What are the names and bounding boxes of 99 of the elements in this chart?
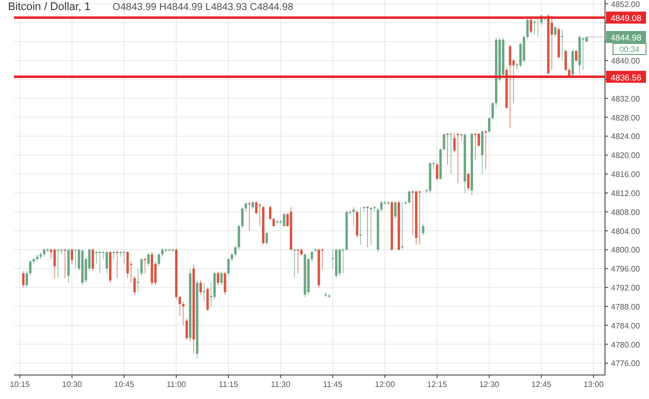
candlestick (384, 200, 386, 206)
y-tick-label: 4776.00 (611, 359, 640, 368)
y-tick-label: 4784.00 (611, 321, 640, 330)
candlestick (582, 36, 584, 70)
candlestick (199, 280, 202, 296)
x-tick-label: 12:00 (374, 380, 396, 389)
candlestick (387, 200, 390, 206)
chart-title: Bitcoin / Dollar, 1 (8, 1, 91, 13)
candlestick (474, 132, 477, 160)
y-tick-label: 4800.00 (611, 246, 640, 255)
candlestick (550, 15, 554, 70)
candlestick (571, 49, 574, 78)
candlestick (265, 231, 268, 246)
x-tick-label: 10:45 (114, 380, 135, 389)
candlestick (178, 295, 181, 316)
candlestick (92, 248, 94, 272)
candlestick (258, 202, 261, 226)
candlestick (484, 130, 487, 170)
candlestick (314, 248, 317, 252)
x-tick-label: 12:15 (427, 380, 448, 389)
annotation: O4843.99 H4844.99 L4843.93 C4844.98 (112, 2, 294, 13)
candlestick (338, 248, 341, 276)
candlestick (436, 162, 438, 180)
candlestick (248, 202, 251, 232)
candlestick (206, 287, 209, 312)
x-tick-label: 13:00 (584, 380, 604, 389)
candlestick (359, 206, 362, 246)
candlestick (116, 250, 118, 278)
x-tick-label: 12:45 (531, 380, 552, 389)
y-tick-label: 4808.00 (611, 208, 640, 217)
candlestick (164, 248, 168, 252)
candlestick (22, 270, 25, 288)
text: 00:34 (619, 44, 640, 54)
y-tick-label: 4816.00 (611, 170, 640, 180)
x-tick-label: 10:15 (10, 380, 30, 389)
ref-line-label: 4836.56 (610, 72, 642, 82)
candlestick (272, 217, 275, 228)
candlestick (561, 29, 564, 61)
y-tick-label: 4792.00 (611, 284, 640, 293)
x-tick-label: 11:45 (323, 380, 344, 389)
candlestick (106, 250, 108, 274)
candlestick (422, 223, 424, 236)
candlestick (29, 260, 32, 276)
y-tick-label: 4832.00 (611, 94, 640, 104)
candlestick (186, 318, 188, 340)
candlestick (182, 301, 184, 326)
candlestick (158, 253, 160, 267)
candlestick (467, 172, 470, 191)
candlestick (394, 200, 397, 220)
y-tick-label: 4780.00 (611, 340, 640, 350)
candlestick (456, 132, 460, 184)
candlestick (418, 190, 421, 246)
candlestick (492, 102, 494, 120)
x-tick-label: 10:30 (62, 380, 83, 389)
ref-line-label: 4849.08 (610, 13, 642, 24)
candlestick (401, 202, 404, 250)
candlestick (530, 18, 532, 34)
x-tick-label: 11:15 (218, 380, 239, 389)
x-tick-label: 11:00 (166, 380, 187, 389)
candlestick (453, 132, 456, 154)
candlestick (95, 250, 98, 264)
y-tick-label: 4824.00 (611, 132, 640, 142)
candlestick (412, 190, 414, 236)
candlestick (356, 210, 358, 238)
candlestick (564, 49, 567, 72)
candlestick (408, 190, 410, 204)
x-tick-label: 12:30 (479, 380, 500, 389)
y-tick-label: 4788.00 (611, 302, 640, 312)
candlestick (133, 275, 136, 296)
candlestick (362, 206, 366, 212)
candlestick (508, 44, 512, 128)
x-tick-label: 11:30 (270, 380, 291, 389)
candlestick (481, 130, 484, 174)
candlestick (60, 248, 63, 255)
y-tick-label: 4804.00 (611, 226, 640, 236)
candlestick (533, 20, 536, 35)
candlestick (98, 250, 101, 274)
candlestick (352, 206, 355, 226)
y-tick-label: 4796.00 (611, 264, 640, 274)
candlestick (255, 200, 258, 215)
candlestick (53, 248, 56, 278)
candlestick (26, 270, 28, 288)
candlestick (488, 116, 490, 133)
candlestick (202, 282, 206, 302)
annotation: 4844.98 (610, 32, 642, 42)
y-tick-label: 4840.00 (611, 56, 640, 66)
candlestick (554, 26, 556, 38)
candlestick (56, 249, 60, 278)
y-tick-label: 4852.00 (611, 0, 640, 9)
candlestick (122, 250, 126, 264)
candlestick (268, 205, 272, 220)
candlestick (342, 248, 344, 274)
y-tick-label: 4828.00 (611, 113, 640, 122)
candlestick (478, 132, 480, 147)
candlestick (136, 268, 140, 293)
candlestick (574, 49, 578, 62)
candlestick (282, 212, 286, 228)
y-tick-label: 4820.00 (611, 151, 640, 160)
y-tick-label: 4812.00 (611, 188, 640, 198)
